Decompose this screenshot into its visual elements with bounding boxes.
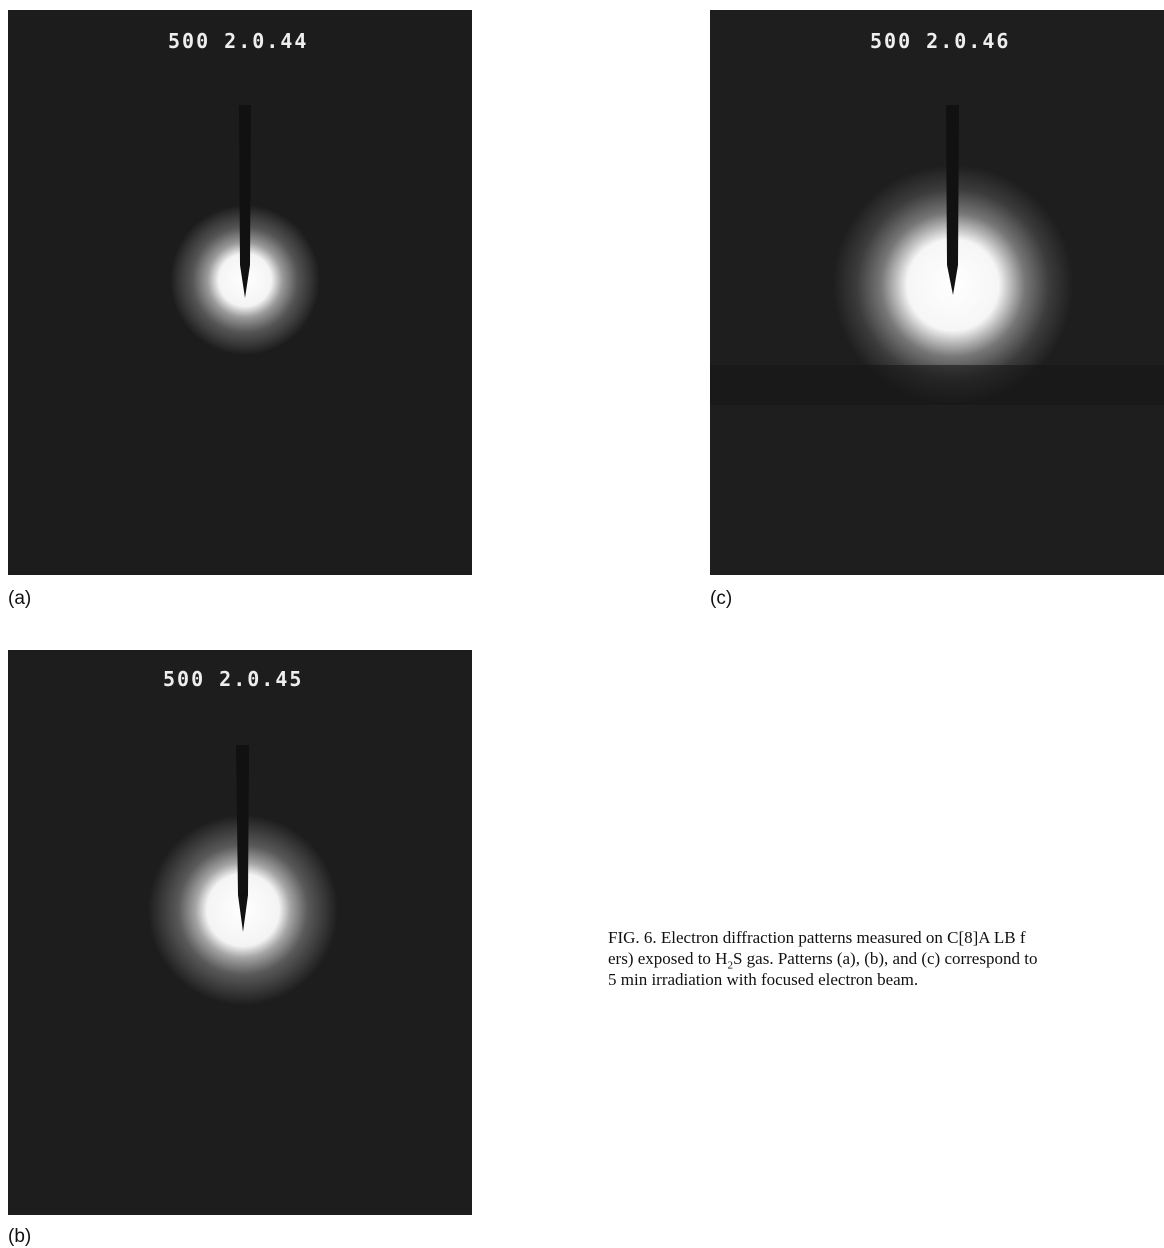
overlay-text: 500 2.0.46 — [870, 29, 1010, 53]
diffraction-image: 500 2.0.44 — [8, 10, 472, 575]
panel-label: (b) — [8, 1226, 31, 1248]
pattern-c: 500 2.0.46 — [710, 10, 1164, 575]
panel-label: (a) — [8, 588, 31, 610]
caption-line: 5 min irradiation with focused electron … — [608, 970, 1164, 990]
pattern-a: 500 2.0.44 — [8, 10, 472, 575]
overlay-text: 500 2.0.44 — [168, 29, 308, 53]
panel-label: (c) — [710, 588, 732, 610]
caption-text: S gas. Patterns (a), (b), and (c) corres… — [733, 949, 1038, 968]
caption-line: ers) exposed to H2S gas. Patterns (a), (… — [608, 949, 1164, 971]
page: 500 2.0.44 (a) 500 2.0.46 (c) 500 2.0.45… — [0, 0, 1164, 1247]
diffraction-image: 500 2.0.46 — [710, 10, 1164, 575]
diffraction-image: 500 2.0.45 — [8, 650, 472, 1215]
caption-text: ers) exposed to H — [608, 949, 727, 968]
caption-line: FIG. 6. Electron diffraction patterns me… — [608, 928, 1164, 948]
pattern-b: 500 2.0.45 — [8, 650, 472, 1215]
overlay-text: 500 2.0.45 — [163, 667, 303, 691]
